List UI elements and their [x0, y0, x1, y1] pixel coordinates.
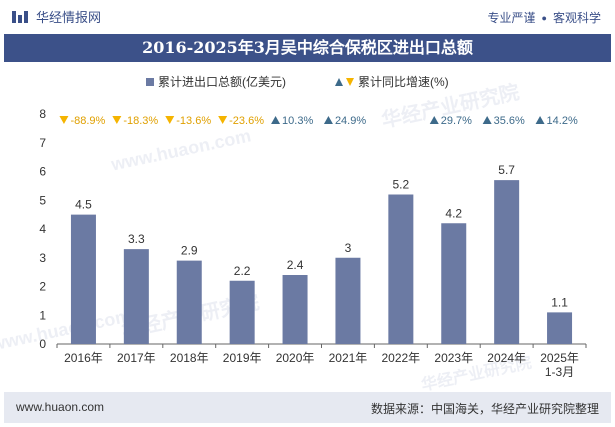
x-tick-label: 2025年 1-3月: [540, 351, 579, 379]
slogan-right: 客观科学: [552, 11, 601, 25]
bar: [282, 275, 308, 344]
growth-up-triangle-icon: [535, 116, 545, 124]
brand: 华经情报网: [12, 7, 101, 26]
bar: [176, 260, 202, 344]
legend-up-triangle-icon: [335, 78, 343, 86]
growth-label: 10.3%: [282, 115, 313, 127]
y-tick-label: 5: [39, 193, 46, 207]
slogan: 专业严谨 ● 客观科学: [488, 9, 601, 26]
y-tick-label: 8: [39, 107, 46, 121]
growth-labels: -88.9% -18.3% -13.6% -23.6% 10.3% 24.9% 29.7% 3…: [59, 115, 578, 127]
bar: [229, 280, 255, 344]
bar: [494, 180, 520, 344]
data-label: 4.5: [75, 198, 92, 212]
x-tick-label: 2020年: [276, 351, 315, 365]
bar: [547, 312, 573, 344]
growth-down-triangle-icon: [165, 116, 175, 124]
y-tick-label: 3: [39, 251, 46, 265]
bar: [388, 194, 414, 344]
data-label: 2.2: [234, 264, 251, 278]
top-bar: 华经情报网 专业严谨 ● 客观科学: [0, 0, 615, 34]
y-tick-label: 7: [39, 136, 46, 150]
growth-down-triangle-icon: [59, 116, 69, 124]
growth-label: -13.6%: [176, 115, 211, 127]
x-tick-label: 2022年: [381, 351, 420, 365]
y-tick-label: 1: [39, 308, 46, 322]
growth-label: -18.3%: [123, 115, 158, 127]
growth-down-triangle-icon: [112, 116, 122, 124]
bar: [335, 257, 361, 344]
footer-website: www.huaon.com: [16, 400, 105, 414]
bars: 4.5 3.3 2.9 2.2 2.4 3 5.2 4.2 5.7 1.1: [70, 163, 573, 344]
brand-name: 华经情报网: [36, 10, 102, 25]
x-tick-label: 2017年: [117, 351, 156, 365]
x-tick-label: 2023年: [434, 351, 473, 365]
growth-down-triangle-icon: [218, 116, 228, 124]
growth-label: 35.6%: [494, 115, 525, 127]
slogan-separator: ●: [541, 12, 547, 23]
data-label: 3.3: [128, 232, 145, 246]
bar: [70, 214, 96, 344]
data-label: 4.2: [445, 206, 462, 220]
growth-label: -88.9%: [70, 115, 105, 127]
legend-bar-swatch-icon: [146, 78, 154, 86]
bar-chart: 累计进出口总额(亿美元) 累计同比增速(%) 0 1 2 3 4 5 6 7 8 2016年 201…: [39, 74, 587, 379]
growth-label: 24.9%: [335, 115, 366, 127]
y-tick-label: 0: [39, 337, 46, 351]
legend: 累计进出口总额(亿美元) 累计同比增速(%): [146, 74, 449, 89]
data-label: 1.1: [551, 295, 568, 309]
data-label: 5.7: [498, 163, 515, 177]
growth-up-triangle-icon: [429, 116, 439, 124]
bar: [441, 223, 467, 344]
data-label: 2.9: [181, 244, 198, 258]
footer: www.huaon.com 数据来源：中国海关，华经产业研究院整理: [4, 392, 611, 423]
x-tick-label: 2021年: [329, 351, 368, 365]
growth-label: -23.6%: [229, 115, 264, 127]
growth-label: 29.7%: [441, 115, 472, 127]
y-tick-label: 6: [39, 165, 46, 179]
x-tick-label: 2016年: [64, 351, 103, 365]
x-tick-label: 2018年: [170, 351, 209, 365]
y-tick-label: 4: [39, 222, 46, 236]
legend-down-triangle-icon: [346, 78, 354, 86]
data-label: 5.2: [393, 178, 410, 192]
bar: [123, 249, 149, 344]
data-label: 2.4: [287, 258, 304, 272]
chart-title: 2016-2025年3月吴中综合保税区进出口总额: [4, 34, 611, 62]
axes: 0 1 2 3 4 5 6 7 8 2016年 2017年 2018年 2019年 2020年 2021年 2…: [39, 107, 587, 379]
data-label: 3: [345, 241, 352, 255]
legend-growth-label: 累计同比增速(%): [358, 75, 449, 89]
growth-up-triangle-icon: [323, 116, 333, 124]
slogan-left: 专业严谨: [487, 11, 536, 25]
growth-up-triangle-icon: [482, 116, 492, 124]
legend-bar-label: 累计进出口总额(亿美元): [158, 74, 286, 89]
growth-up-triangle-icon: [271, 116, 281, 124]
brand-logo-icon: [12, 10, 28, 23]
growth-label: 14.2%: [547, 115, 578, 127]
y-tick-label: 2: [39, 280, 46, 294]
x-tick-label: 2024年: [487, 351, 526, 365]
footer-source: 数据来源：中国海关，华经产业研究院整理: [370, 402, 599, 416]
x-tick-label: 2019年: [223, 351, 262, 365]
